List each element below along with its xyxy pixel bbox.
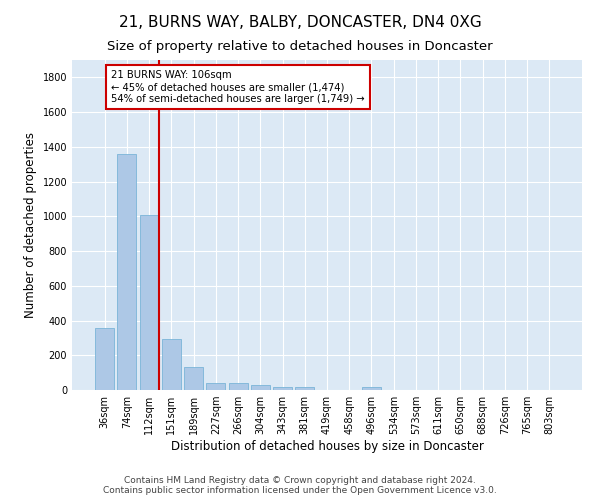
Text: Size of property relative to detached houses in Doncaster: Size of property relative to detached ho… (107, 40, 493, 53)
Bar (362, 387, 381, 390)
Text: 21, BURNS WAY, BALBY, DONCASTER, DN4 0XG: 21, BURNS WAY, BALBY, DONCASTER, DN4 0XG (119, 15, 481, 30)
Bar (295, 387, 314, 390)
Bar (95, 328, 114, 390)
Text: Contains HM Land Registry data © Crown copyright and database right 2024.
Contai: Contains HM Land Registry data © Crown c… (103, 476, 497, 495)
Bar (140, 214, 158, 390)
Bar (162, 339, 181, 390)
X-axis label: Distribution of detached houses by size in Doncaster: Distribution of detached houses by size … (170, 440, 484, 453)
Bar (251, 385, 270, 390)
Bar (184, 368, 203, 390)
Bar (118, 154, 136, 390)
Y-axis label: Number of detached properties: Number of detached properties (24, 132, 37, 318)
Bar (229, 384, 248, 390)
Bar (206, 383, 225, 390)
Text: 21 BURNS WAY: 106sqm
← 45% of detached houses are smaller (1,474)
54% of semi-de: 21 BURNS WAY: 106sqm ← 45% of detached h… (112, 70, 365, 104)
Bar (273, 386, 292, 390)
